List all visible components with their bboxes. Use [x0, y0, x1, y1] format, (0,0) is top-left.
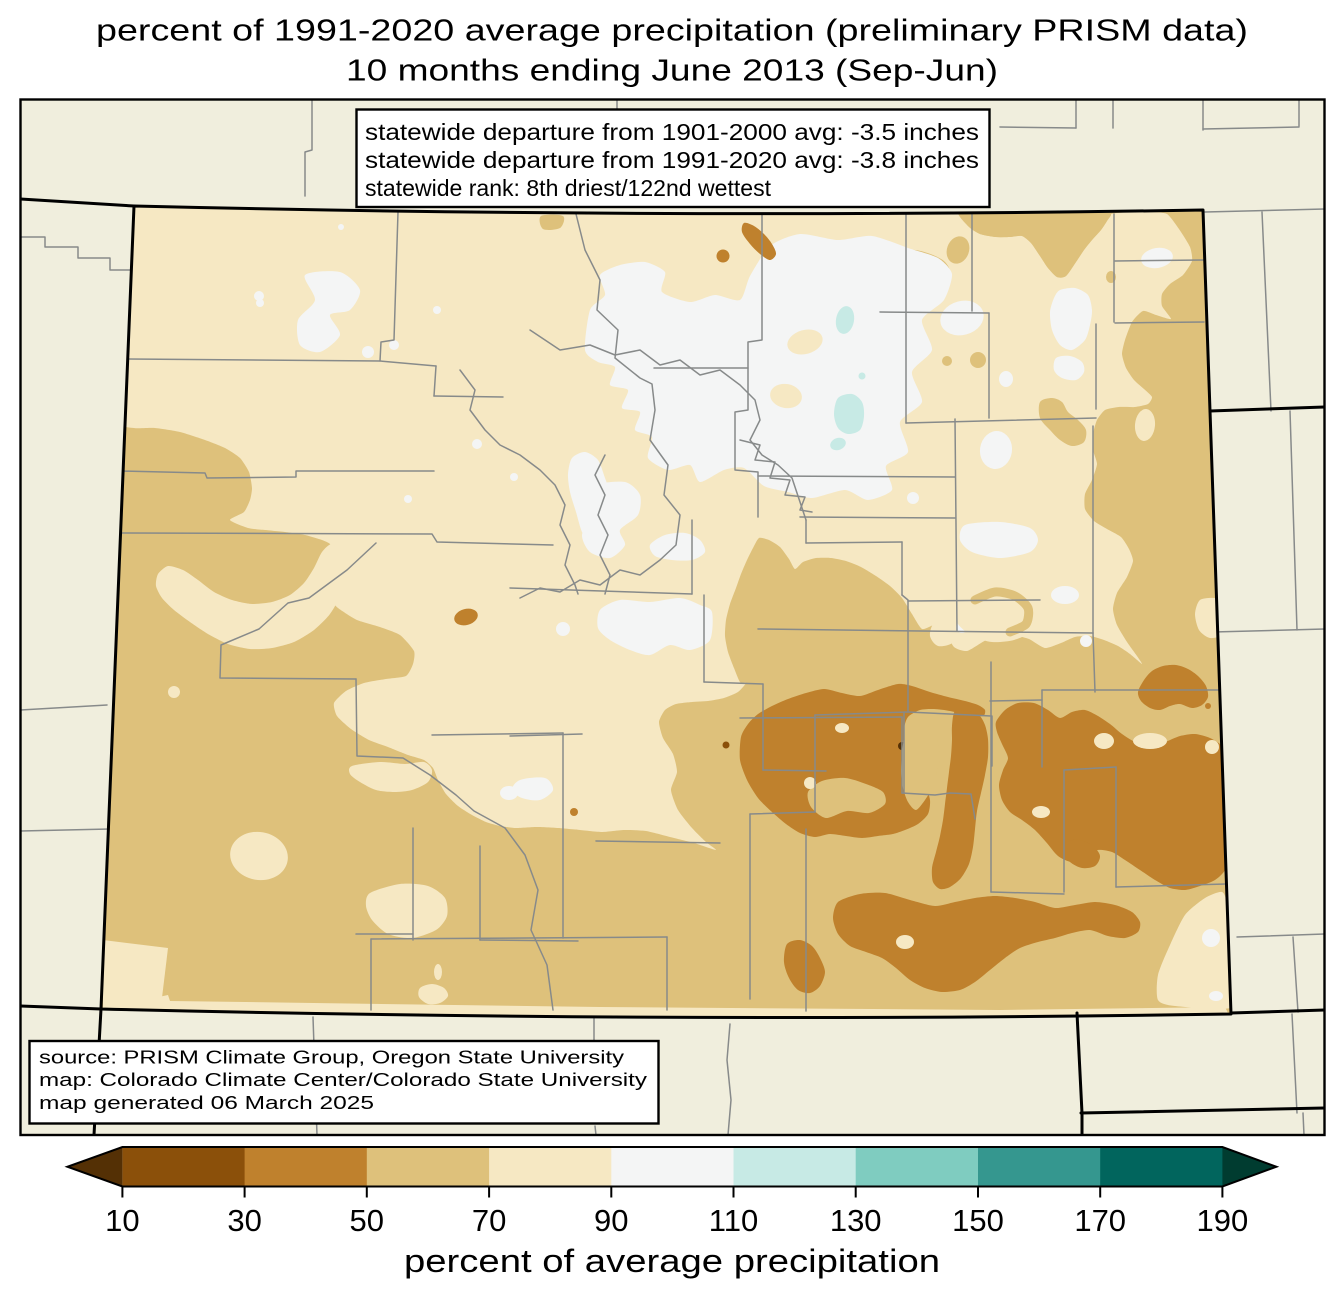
svg-text:percent of average precipitati: percent of average precipitation — [404, 1243, 940, 1279]
svg-text:170: 170 — [1074, 1203, 1126, 1238]
svg-text:190: 190 — [1197, 1203, 1249, 1238]
svg-text:10 months ending June 2013 (Se: 10 months ending June 2013 (Sep-Jun) — [346, 54, 998, 88]
svg-text:30: 30 — [227, 1203, 261, 1238]
svg-text:source: PRISM Climate Group, O: source: PRISM Climate Group, Oregon Stat… — [39, 1047, 625, 1068]
svg-text:130: 130 — [830, 1203, 882, 1238]
svg-text:statewide departure from 1991-: statewide departure from 1991-2020 avg: … — [365, 147, 979, 173]
svg-text:percent of 1991-2020 average p: percent of 1991-2020 average precipitati… — [96, 14, 1248, 48]
svg-text:90: 90 — [594, 1203, 628, 1238]
svg-text:70: 70 — [472, 1203, 506, 1238]
svg-text:50: 50 — [350, 1203, 384, 1238]
svg-text:map generated 06 March 2025: map generated 06 March 2025 — [39, 1092, 374, 1113]
svg-text:10: 10 — [105, 1203, 139, 1238]
svg-text:statewide departure from 1901-: statewide departure from 1901-2000 avg: … — [365, 119, 979, 145]
svg-text:110: 110 — [709, 1203, 758, 1238]
svg-text:map: Colorado Climate Center/C: map: Colorado Climate Center/Colorado St… — [39, 1069, 648, 1090]
svg-text:150: 150 — [952, 1203, 1004, 1238]
svg-text:statewide rank: 8th driest/122: statewide rank: 8th driest/122nd wettest — [365, 175, 772, 201]
